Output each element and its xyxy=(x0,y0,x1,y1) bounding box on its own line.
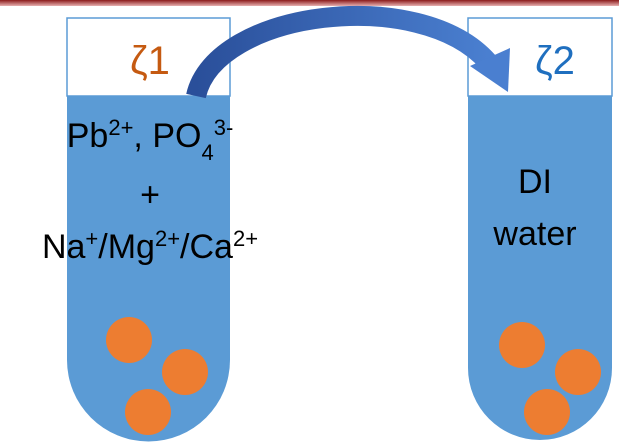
text-run: /Mg xyxy=(98,228,155,266)
particle xyxy=(106,317,152,363)
content-line: water xyxy=(492,215,576,253)
transfer-arrow xyxy=(196,16,488,96)
text-run: 2+ xyxy=(233,226,258,251)
left-label: ζ1 xyxy=(130,39,170,83)
text-run: + xyxy=(140,176,160,214)
text-run: 2+ xyxy=(155,226,180,251)
text-run: 3- xyxy=(214,115,234,140)
text-run: DI xyxy=(518,163,552,201)
text-run: , PO xyxy=(133,117,201,155)
content-line: DI xyxy=(518,163,552,201)
text-run: 2+ xyxy=(108,115,133,140)
text-run: + xyxy=(85,226,98,251)
particle xyxy=(499,322,545,368)
content-line: + xyxy=(140,176,160,214)
particle xyxy=(125,389,171,435)
right-label: ζ2 xyxy=(535,39,575,83)
particle xyxy=(162,349,208,395)
text-run: /Ca xyxy=(180,228,233,266)
text-run: 4 xyxy=(201,140,213,165)
diagram: ζ1 ζ2 Pb2+, PO43-+Na+/Mg2+/Ca2+ DIwater xyxy=(0,0,619,445)
top-bar xyxy=(0,0,619,6)
text-run: Na xyxy=(42,228,86,266)
particle xyxy=(524,389,570,435)
particle xyxy=(555,349,601,395)
text-run: Pb xyxy=(67,117,109,155)
content-line: Na+/Mg2+/Ca2+ xyxy=(42,226,258,267)
text-run: water xyxy=(492,215,576,253)
